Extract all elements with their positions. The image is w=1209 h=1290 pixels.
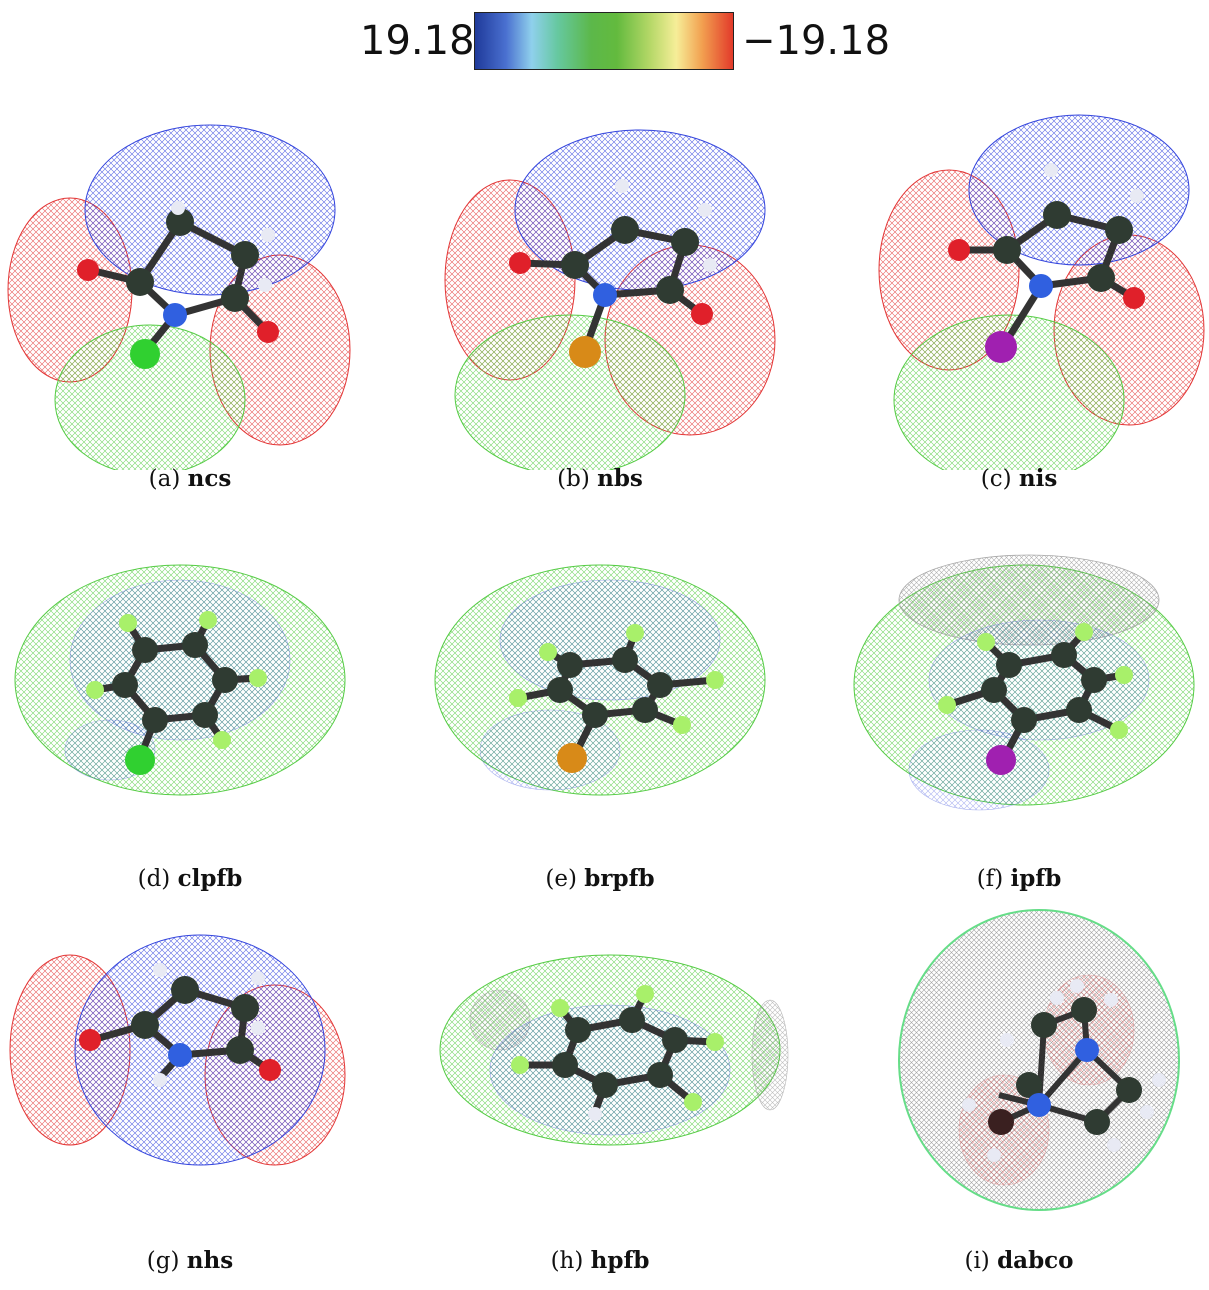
caption-name: hpfb	[590, 1247, 650, 1274]
panel-clpfb: (d) clpfb	[0, 530, 380, 930]
caption-letter: (g)	[146, 1248, 180, 1274]
panel-nbs: (b) nbs	[410, 100, 790, 500]
molecule-hpfb-surface	[439, 954, 789, 1146]
panel-nis: (c) nis	[829, 100, 1209, 500]
caption-letter: (h)	[550, 1248, 584, 1274]
molecule-nis-surface	[878, 114, 1205, 470]
caption-letter: (i)	[964, 1248, 990, 1274]
caption-dabco: (i) dabco	[829, 1247, 1209, 1274]
colorbar: 19.18 −19.18	[0, 12, 1209, 70]
colorbar-min-label: 19.18	[360, 18, 475, 64]
caption-name: dabco	[997, 1247, 1074, 1274]
molecule-brpfb-surface	[434, 564, 766, 796]
caption-nbs: (b) nbs	[410, 465, 790, 492]
caption-ncs: (a) ncs	[0, 465, 380, 492]
caption-hpfb: (h) hpfb	[410, 1247, 790, 1274]
caption-letter: (e)	[545, 866, 577, 892]
colorbar-gradient	[474, 12, 734, 70]
molecule-nbs-surface	[444, 129, 776, 470]
panel-ncs: (a) ncs	[0, 100, 380, 500]
panel-brpfb: (e) brpfb	[410, 530, 790, 930]
caption-letter: (a)	[148, 466, 181, 492]
caption-name: clpfb	[177, 865, 243, 892]
panel-nhs: (g) nhs	[0, 890, 380, 1290]
caption-ipfb: (f) ipfb	[829, 865, 1209, 892]
molecule-ipfb-surface	[853, 554, 1195, 811]
panel-hpfb: (h) hpfb	[410, 890, 790, 1290]
caption-name: ipfb	[1010, 865, 1062, 892]
colorbar-max-label: −19.18	[742, 18, 891, 64]
panel-ipfb: (f) ipfb	[829, 530, 1209, 930]
caption-letter: (b)	[557, 466, 590, 492]
caption-letter: (c)	[980, 466, 1012, 492]
caption-name: nis	[1018, 465, 1058, 492]
molecule-nhs-surface	[9, 934, 346, 1166]
molecule-ncs-surface	[7, 124, 351, 470]
caption-nhs: (g) nhs	[0, 1247, 380, 1274]
caption-name: ncs	[187, 465, 232, 492]
caption-name: nbs	[597, 465, 643, 492]
caption-name: brpfb	[584, 865, 655, 892]
caption-nis: (c) nis	[829, 465, 1209, 492]
molecule-clpfb-surface	[14, 564, 346, 796]
caption-letter: (d)	[137, 866, 171, 892]
caption-clpfb: (d) clpfb	[0, 865, 380, 892]
caption-name: nhs	[186, 1247, 234, 1274]
caption-brpfb: (e) brpfb	[410, 865, 790, 892]
molecule-dabco-surface	[898, 909, 1180, 1211]
caption-letter: (f)	[976, 866, 1004, 892]
panel-dabco: (i) dabco	[829, 890, 1209, 1290]
